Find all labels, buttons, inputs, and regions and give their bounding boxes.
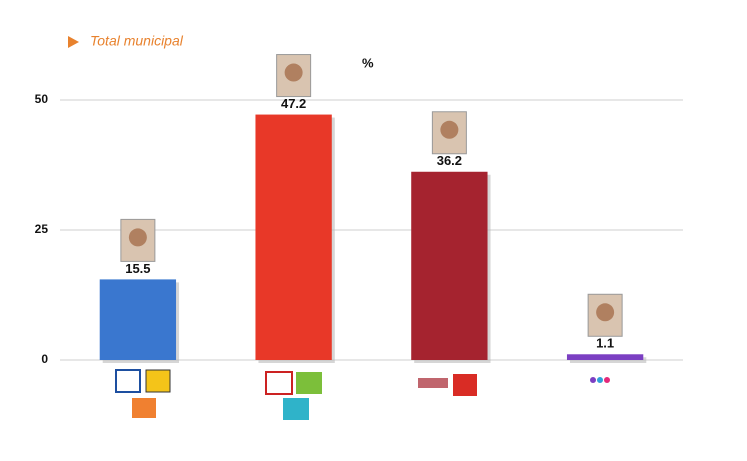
chart-title: Total municipal	[90, 33, 184, 49]
candidate-photo	[431, 111, 467, 155]
party-logos	[115, 369, 610, 420]
y-tick-label: 50	[35, 92, 49, 106]
candidate-face	[596, 303, 615, 322]
value-label: 15.5	[125, 261, 150, 276]
bar	[99, 279, 177, 360]
y-tick-label: 0	[41, 352, 48, 366]
candidate-face	[128, 228, 147, 247]
bar	[255, 114, 332, 360]
bar	[411, 171, 488, 360]
candidate-photo	[120, 218, 156, 262]
title-marker	[68, 36, 79, 48]
y-tick-label: 25	[35, 222, 49, 236]
bar-shadow	[569, 357, 647, 363]
unit-annotation: %	[362, 55, 374, 70]
candidate-face	[284, 63, 303, 82]
candidate-face	[440, 120, 459, 139]
value-label: 47.2	[281, 96, 306, 111]
value-label: 36.2	[437, 153, 462, 168]
bar	[566, 354, 644, 360]
value-label: 1.1	[596, 336, 614, 351]
